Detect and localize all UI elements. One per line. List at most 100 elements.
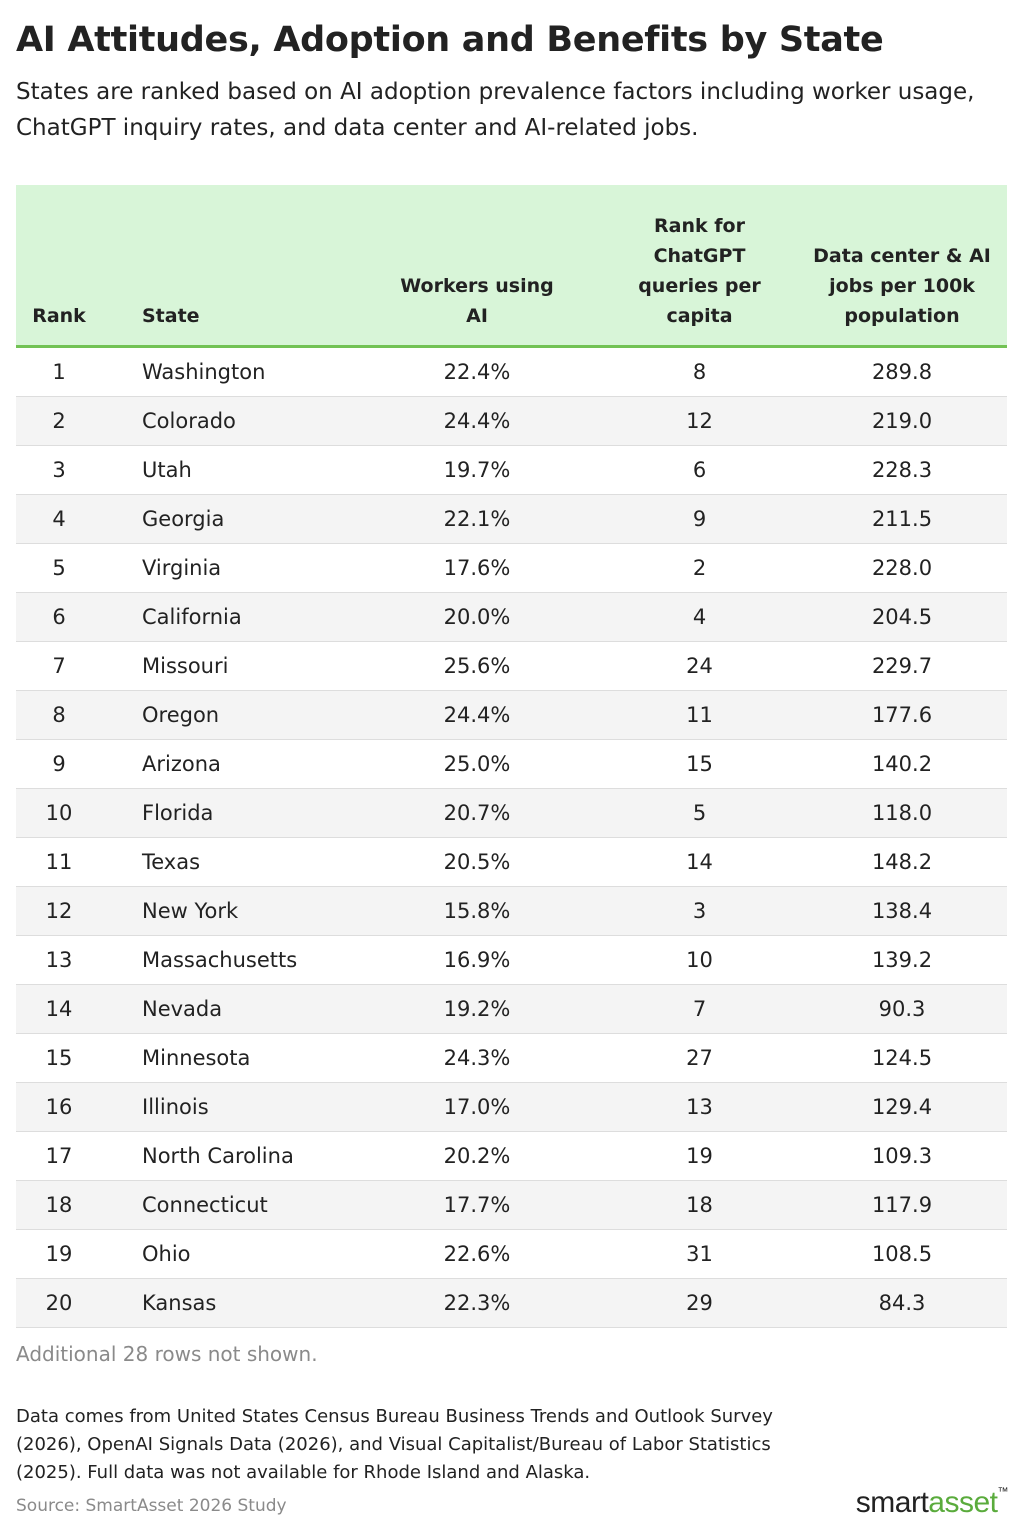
table-row: 1 Washington 22.4% 8 289.8 [16,346,1007,397]
cell-data-center-jobs: 129.4 [797,1082,1007,1132]
cell-workers-using-ai: 17.7% [352,1180,602,1230]
cell-rank: 7 [16,641,102,691]
cell-workers-using-ai: 20.7% [352,788,602,838]
cell-state: Texas [102,837,352,887]
cell-state: California [102,592,352,642]
cell-chatgpt-rank: 11 [602,690,797,740]
source-line: Source: SmartAsset 2026 Study [16,1496,287,1516]
table-body: 1 Washington 22.4% 8 289.8 2 Colorado 24.4% 12 21… [16,346,1007,1328]
cell-rank: 20 [16,1278,102,1328]
column-header-data-center-jobs: Data center & AI jobs per 100k populatio… [797,185,1007,348]
cell-chatgpt-rank: 8 [602,346,797,397]
column-header-state: State [102,185,352,348]
column-header-workers-using-ai: Workers using AI [352,185,602,348]
data-footnote: Data comes from United States Census Bur… [16,1406,773,1483]
table-row: 19 Ohio 22.6% 31 108.5 [16,1229,1007,1279]
cell-state: Nevada [102,984,352,1034]
column-header-data-center-jobs-label: Data center & AI jobs per 100k populatio… [813,245,991,327]
cell-rank: 8 [16,690,102,740]
cell-workers-using-ai: 24.3% [352,1033,602,1083]
cell-workers-using-ai: 25.0% [352,739,602,789]
cell-chatgpt-rank: 2 [602,543,797,593]
cell-data-center-jobs: 289.8 [797,346,1007,397]
logo-text-asset: asset [928,1486,998,1519]
cell-state: Illinois [102,1082,352,1132]
cell-state: Ohio [102,1229,352,1279]
cell-workers-using-ai: 24.4% [352,690,602,740]
cell-workers-using-ai: 17.6% [352,543,602,593]
page-subtitle: States are ranked based on AI adoption p… [16,79,975,141]
ranking-table: Rank State Workers using AI Rank for Cha… [16,185,1007,1328]
cell-chatgpt-rank: 5 [602,788,797,838]
rows-not-shown-note: Additional 28 rows not shown. [16,1342,318,1366]
table-row: 7 Missouri 25.6% 24 229.7 [16,641,1007,691]
cell-chatgpt-rank: 4 [602,592,797,642]
cell-workers-using-ai: 25.6% [352,641,602,691]
cell-state: Arizona [102,739,352,789]
cell-chatgpt-rank: 13 [602,1082,797,1132]
cell-state: Utah [102,445,352,495]
table-row: 11 Texas 20.5% 14 148.2 [16,837,1007,887]
cell-state: Washington [102,346,352,397]
column-header-chatgpt-rank-label: Rank for ChatGPT queries per capita [638,215,761,327]
cell-state: Kansas [102,1278,352,1328]
cell-data-center-jobs: 124.5 [797,1033,1007,1083]
cell-chatgpt-rank: 12 [602,396,797,446]
cell-rank: 1 [16,346,102,397]
table-row: 8 Oregon 24.4% 11 177.6 [16,690,1007,740]
cell-workers-using-ai: 19.2% [352,984,602,1034]
table-row: 9 Arizona 25.0% 15 140.2 [16,739,1007,789]
cell-data-center-jobs: 90.3 [797,984,1007,1034]
cell-state: Georgia [102,494,352,544]
table-row: 6 California 20.0% 4 204.5 [16,592,1007,642]
cell-rank: 2 [16,396,102,446]
cell-chatgpt-rank: 10 [602,935,797,985]
cell-workers-using-ai: 20.2% [352,1131,602,1181]
table-row: 3 Utah 19.7% 6 228.3 [16,445,1007,495]
cell-workers-using-ai: 22.1% [352,494,602,544]
cell-rank: 9 [16,739,102,789]
table-row: 14 Nevada 19.2% 7 90.3 [16,984,1007,1034]
cell-state: New York [102,886,352,936]
cell-chatgpt-rank: 6 [602,445,797,495]
cell-state: North Carolina [102,1131,352,1181]
cell-state: Oregon [102,690,352,740]
cell-state: Minnesota [102,1033,352,1083]
cell-workers-using-ai: 20.0% [352,592,602,642]
cell-workers-using-ai: 16.9% [352,935,602,985]
cell-chatgpt-rank: 7 [602,984,797,1034]
cell-state: Florida [102,788,352,838]
cell-data-center-jobs: 108.5 [797,1229,1007,1279]
cell-data-center-jobs: 117.9 [797,1180,1007,1230]
cell-data-center-jobs: 228.0 [797,543,1007,593]
cell-rank: 10 [16,788,102,838]
cell-data-center-jobs: 228.3 [797,445,1007,495]
table-header-row: Rank State Workers using AI Rank for Cha… [16,185,1007,348]
cell-chatgpt-rank: 18 [602,1180,797,1230]
logo-text-smart: smart [855,1486,929,1519]
cell-rank: 14 [16,984,102,1034]
cell-workers-using-ai: 17.0% [352,1082,602,1132]
table-row: 12 New York 15.8% 3 138.4 [16,886,1007,936]
cell-data-center-jobs: 118.0 [797,788,1007,838]
column-header-chatgpt-rank: Rank for ChatGPT queries per capita [602,185,797,348]
cell-rank: 12 [16,886,102,936]
cell-rank: 19 [16,1229,102,1279]
cell-rank: 6 [16,592,102,642]
table-row: 13 Massachusetts 16.9% 10 139.2 [16,935,1007,985]
cell-data-center-jobs: 140.2 [797,739,1007,789]
table-row: 16 Illinois 17.0% 13 129.4 [16,1082,1007,1132]
cell-state: Connecticut [102,1180,352,1230]
cell-data-center-jobs: 229.7 [797,641,1007,691]
table-row: 2 Colorado 24.4% 12 219.0 [16,396,1007,446]
cell-workers-using-ai: 22.6% [352,1229,602,1279]
table-row: 4 Georgia 22.1% 9 211.5 [16,494,1007,544]
table-row: 5 Virginia 17.6% 2 228.0 [16,543,1007,593]
cell-state: Colorado [102,396,352,446]
cell-chatgpt-rank: 15 [602,739,797,789]
cell-chatgpt-rank: 24 [602,641,797,691]
cell-data-center-jobs: 138.4 [797,886,1007,936]
cell-workers-using-ai: 22.3% [352,1278,602,1328]
smartasset-logo: smartasset™ [855,1486,1009,1520]
cell-data-center-jobs: 211.5 [797,494,1007,544]
